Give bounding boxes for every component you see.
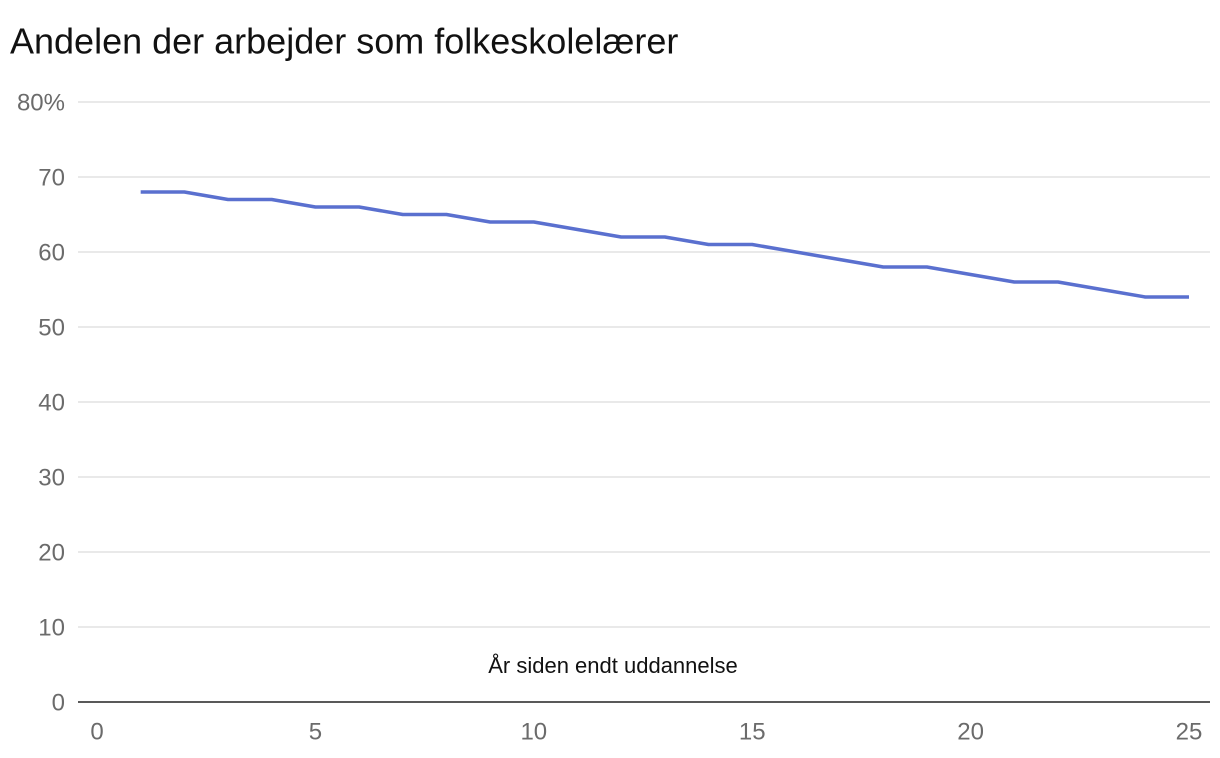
- y-tick-label: 70: [38, 164, 65, 191]
- y-tick-label: 50: [38, 314, 65, 341]
- chart-title: Andelen der arbejder som folkeskolelærer: [10, 21, 678, 62]
- x-tick-label: 15: [739, 718, 766, 745]
- y-tick-label: 10: [38, 614, 65, 641]
- data-line: [140, 190, 1189, 299]
- y-tick-label: 80%: [17, 89, 65, 116]
- y-tick-label: 60: [38, 239, 65, 266]
- x-axis-label: År siden endt uddannelse: [488, 653, 738, 678]
- x-tick-label: 20: [957, 718, 984, 745]
- y-tick-label: 30: [38, 464, 65, 491]
- y-tick-label: 20: [38, 539, 65, 566]
- y-tick-label: 0: [52, 689, 65, 716]
- x-tick-label: 25: [1176, 718, 1203, 745]
- x-tick-label: 0: [90, 718, 103, 745]
- x-tick-label: 10: [520, 718, 547, 745]
- y-tick-label: 40: [38, 389, 65, 416]
- x-tick-label: 5: [309, 718, 322, 745]
